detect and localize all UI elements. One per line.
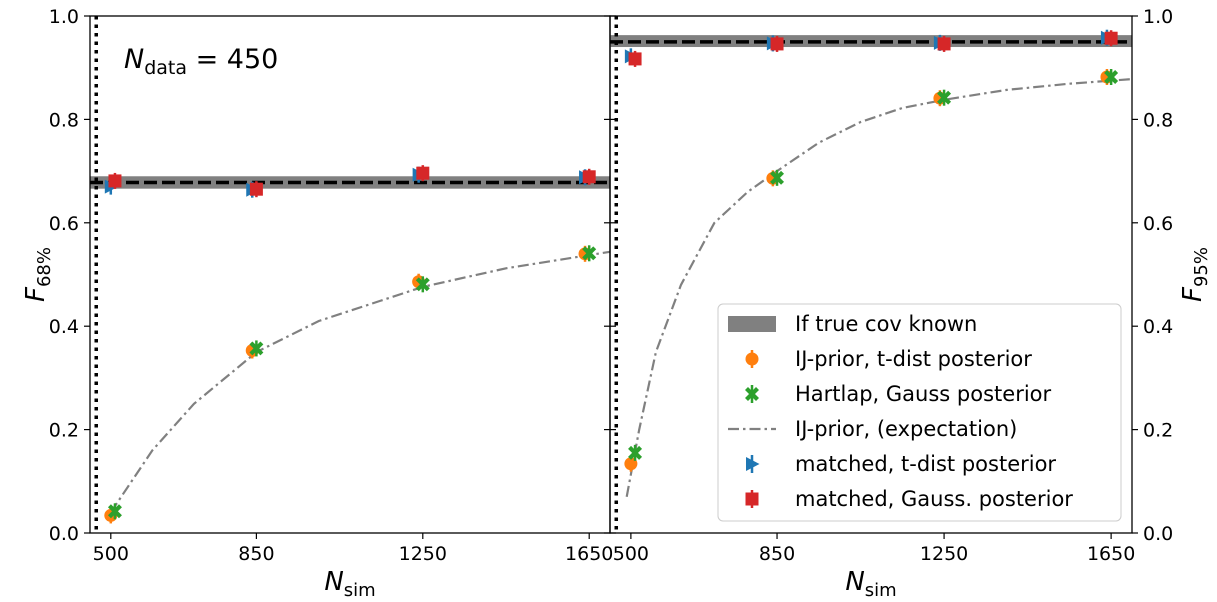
data-points-right — [624, 29, 1119, 472]
expectation-curve-left — [109, 250, 611, 513]
axis-labels-left: Nsim F68% — [21, 247, 376, 601]
reference-lines-left — [90, 16, 610, 533]
data-points-left — [104, 165, 597, 524]
x-axis-subscript: sim — [344, 580, 376, 598]
axis-labels-right: Nsim F95% — [845, 247, 1212, 601]
legend-label: If true cov known — [795, 312, 977, 336]
x-axis-subscript: sim — [865, 580, 897, 598]
ticks-left: 500 850 1250 1650 0.0 0.2 0.4 0.6 0.8 1.0 — [49, 6, 614, 565]
legend-swatch-marker — [745, 492, 759, 506]
legend-label: IJ-prior, t-dist posterior — [795, 347, 1032, 371]
y-axis-subscript: 95% — [1191, 247, 1212, 287]
n-data-value: = 450 — [187, 44, 278, 75]
y-tick-label: 0.4 — [1143, 316, 1173, 338]
data-point — [770, 37, 784, 51]
y-tick-label: 0.2 — [1143, 420, 1173, 442]
x-axis-label: Nsim — [845, 567, 896, 598]
y-tick-label: 0.6 — [49, 213, 79, 235]
x-tick-label: 500 — [613, 543, 649, 565]
series-matched_gauss — [108, 165, 596, 198]
x-axis-label: Nsim — [324, 567, 375, 598]
ij-prior-expectation-line — [109, 250, 611, 513]
x-tick-label: 1650 — [1087, 543, 1135, 565]
data-point — [1104, 31, 1118, 45]
data-point — [582, 246, 597, 261]
legend-swatch-band — [728, 316, 776, 332]
data-point — [937, 37, 951, 51]
axes-frame — [609, 15, 1133, 534]
series-matched_gauss — [628, 30, 1118, 67]
panel-f68: 500 850 1250 1650 0.0 0.2 0.4 0.6 0.8 1.0 Nsim F68… — [21, 6, 614, 601]
x-tick-label: 850 — [238, 543, 274, 565]
legend-label: IJ-prior, (expectation) — [795, 417, 1017, 441]
y-tick-label: 0.0 — [49, 523, 79, 545]
x-tick-label: 850 — [759, 543, 795, 565]
n-data-annotation: Ndata = 450 — [124, 44, 278, 79]
reference-lines-right — [610, 16, 1132, 533]
y-tick-label: 0.0 — [1143, 523, 1173, 545]
data-point — [416, 166, 430, 180]
legend-swatch-marker — [745, 352, 759, 366]
y-axis-symbol: F — [1178, 286, 1208, 302]
panel-f95: 500 850 1250 1650 0.0 0.2 0.4 0.6 0.8 1.0 Nsim F95… — [609, 6, 1212, 601]
y-tick-label: 0.2 — [49, 420, 79, 442]
data-point — [415, 277, 430, 292]
x-tick-label: 500 — [93, 543, 129, 565]
y-axis-subscript: 68% — [34, 247, 55, 287]
y-tick-label: 1.0 — [1143, 6, 1173, 28]
data-point — [249, 341, 264, 356]
y-tick-label: 1.0 — [49, 6, 79, 28]
axes-frame — [89, 15, 611, 534]
series-hartlap — [628, 69, 1119, 461]
x-tick-label: 1250 — [399, 543, 447, 565]
y-tick-label: 0.8 — [1143, 109, 1173, 131]
frame-left — [89, 15, 611, 534]
legend-entries: If true cov known IJ-prior, t-dist poster… — [728, 312, 1073, 511]
data-point — [582, 170, 596, 184]
legend-frame — [717, 303, 1122, 522]
series-ij_prior — [104, 245, 592, 524]
legend-label: matched, t-dist posterior — [795, 452, 1056, 476]
y-tick-label: 0.4 — [49, 316, 79, 338]
y-tick-label: 0.6 — [1143, 213, 1173, 235]
x-tick-label: 1650 — [565, 543, 613, 565]
data-point — [108, 174, 122, 188]
data-point — [249, 182, 263, 196]
data-point — [628, 445, 643, 460]
x-axis-symbol: N — [845, 567, 864, 597]
legend-swatch-marker — [745, 387, 759, 401]
data-point — [628, 52, 642, 66]
data-point — [937, 90, 952, 105]
series-hartlap — [107, 245, 597, 520]
n-data-subscript: data — [144, 57, 187, 79]
n-data-symbol: N — [124, 44, 144, 75]
data-point — [770, 170, 785, 185]
legend-label: matched, Gauss. posterior — [795, 487, 1073, 511]
frame-right — [609, 15, 1133, 534]
legend-label: Hartlap, Gauss posterior — [795, 382, 1052, 406]
x-tick-label: 1250 — [920, 543, 968, 565]
ij-prior-expectation-line — [625, 78, 1133, 498]
y-tick-label: 0.8 — [49, 109, 79, 131]
data-point — [107, 504, 122, 519]
y-axis-symbol: F — [21, 286, 51, 302]
data-point — [1104, 70, 1119, 84]
legend-swatch-marker — [746, 457, 760, 471]
y-axis-label: F68% — [21, 247, 55, 302]
x-axis-symbol: N — [324, 567, 343, 597]
y-axis-label: F95% — [1178, 247, 1212, 302]
expectation-curve-right — [625, 78, 1133, 498]
legend: If true cov known IJ-prior, t-dist poster… — [717, 303, 1122, 522]
